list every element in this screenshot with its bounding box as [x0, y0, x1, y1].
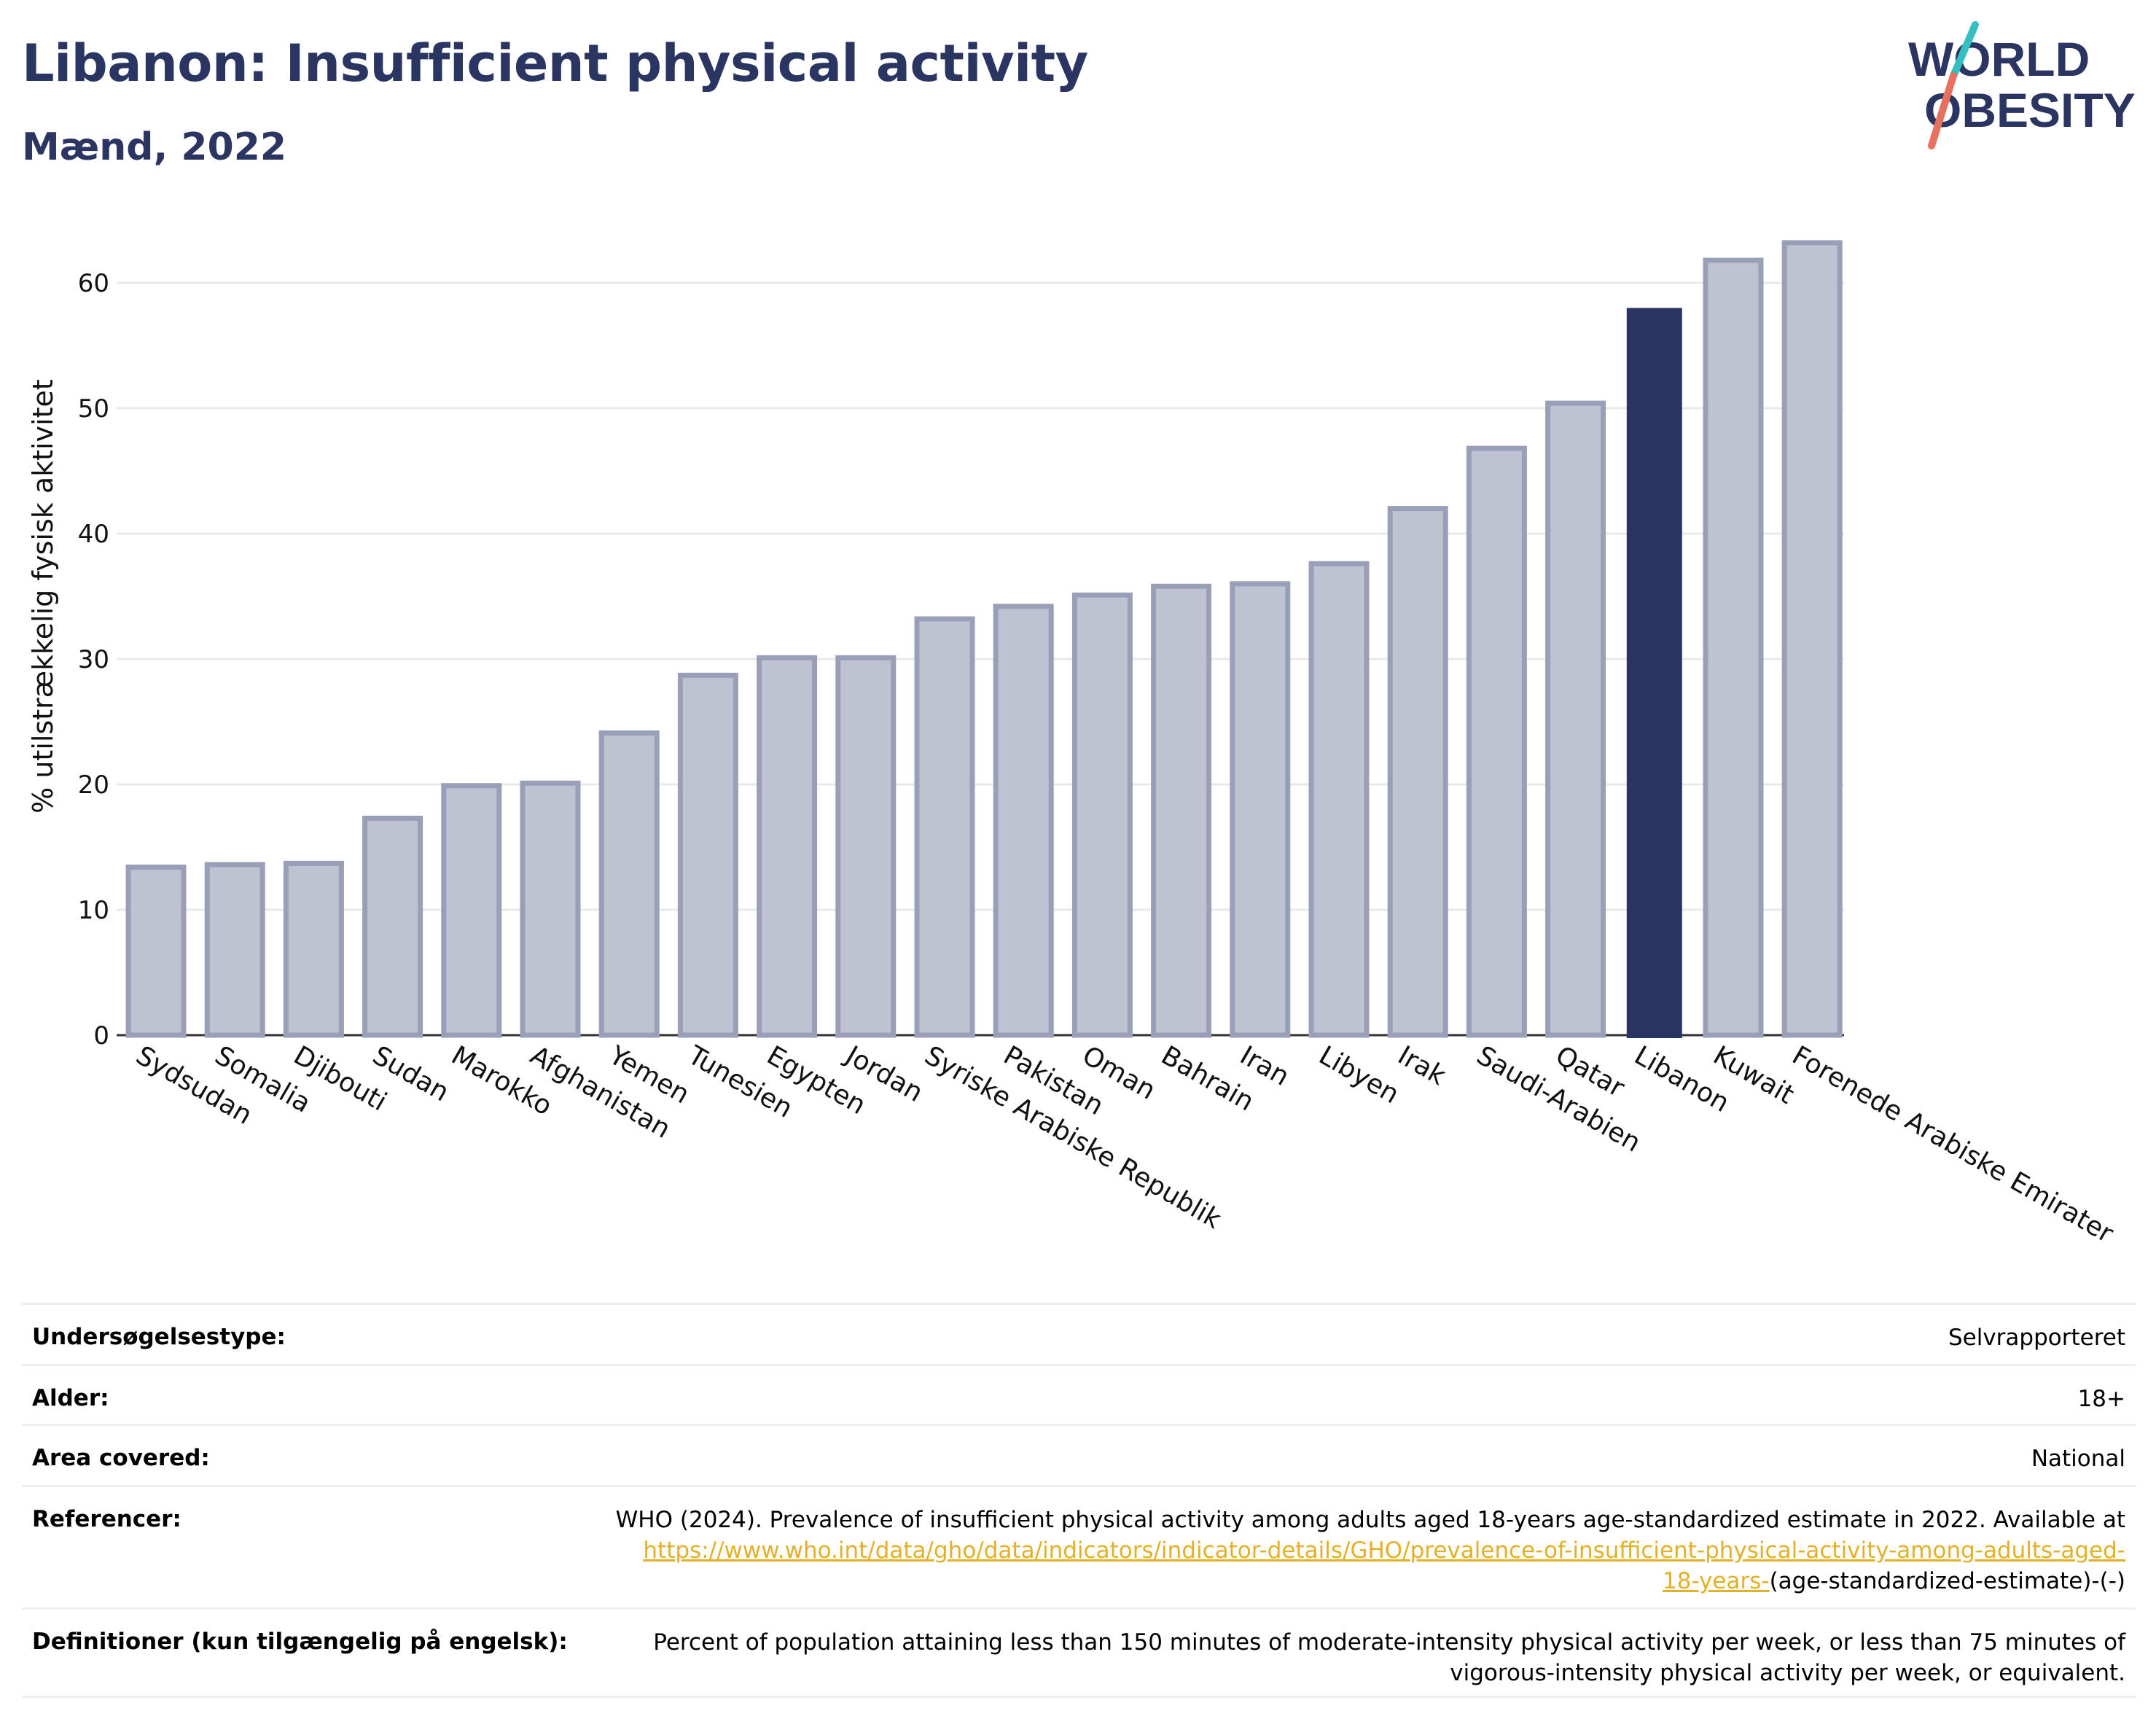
bar-highlighted: [1626, 308, 1682, 1038]
page-title: Libanon: Insufficient physical activity: [22, 34, 1088, 93]
reference-tail: (age-standardized-estimate)-(-): [1769, 1568, 2125, 1594]
bar: [441, 783, 502, 1038]
bar: [283, 860, 344, 1038]
area-label: Area covered:: [32, 1445, 210, 1471]
y-tick-label: 60: [78, 269, 109, 298]
bar: [125, 865, 187, 1038]
info-row-references: Referencer: WHO (2024). Prevalence of in…: [22, 1485, 2136, 1607]
y-axis-label: % utilstrækkelig fysisk aktivitet: [27, 379, 59, 814]
y-tick-label: 50: [78, 394, 109, 424]
age-label: Alder:: [32, 1385, 109, 1411]
y-tick-label: 10: [78, 896, 109, 925]
bar: [520, 780, 581, 1038]
x-category-label: Forenede Arabiske Emirater: [1787, 1040, 2119, 1249]
bar: [914, 616, 975, 1038]
bar: [598, 730, 660, 1038]
info-row-definitions: Definitioner (kun tilgængelig på engelsk…: [22, 1607, 2136, 1698]
x-category-labels: SydsudanSomaliaDjiboutiSudanMarokkoAfgha…: [131, 1040, 2119, 1249]
logo-slash-red: [1928, 72, 1957, 149]
y-tick-label: 0: [93, 1021, 109, 1050]
bar: [1781, 240, 1843, 1038]
bar: [1545, 400, 1606, 1038]
age-value: 18+: [2077, 1386, 2125, 1412]
bar: [1703, 257, 1764, 1038]
info-row-area: Area covered: National: [22, 1424, 2136, 1485]
logo-line-1: WORLD: [1908, 32, 2090, 86]
y-tick-labels: 0 10 20 30 40 50 60: [78, 269, 109, 1050]
definitions-label: Definitioner (kun tilgængelig på engelsk…: [32, 1629, 568, 1655]
y-tick-label: 20: [78, 771, 109, 800]
references-value: WHO (2024). Prevalence of insufficient p…: [609, 1505, 2125, 1596]
x-category-label: Libyen: [1314, 1040, 1405, 1110]
bar: [204, 862, 265, 1038]
bar: [677, 672, 738, 1038]
bar: [1387, 506, 1448, 1038]
bar: [1308, 561, 1370, 1038]
world-obesity-logo: WORLD OBESITY: [1908, 21, 2136, 149]
bar: [1071, 592, 1133, 1038]
y-tick-label: 40: [78, 520, 109, 549]
bar: [757, 655, 818, 1038]
definitions-value: Percent of population attaining less tha…: [653, 1629, 2125, 1686]
area-value: National: [2031, 1446, 2125, 1472]
bar: [993, 604, 1054, 1038]
info-row-survey: Undersøgelsestype: Selvrapporteret: [22, 1303, 2136, 1364]
bars: [125, 240, 1843, 1038]
references-label: Referencer:: [32, 1506, 181, 1532]
reference-text: WHO (2024). Prevalence of insufficient p…: [615, 1507, 2125, 1533]
logo-line-2: OBESITY: [1924, 83, 2136, 137]
page-subtitle: Mænd, 2022: [22, 125, 287, 169]
bar: [1230, 581, 1291, 1038]
bar: [1466, 445, 1527, 1038]
y-tick-label: 30: [78, 645, 109, 674]
bar-chart: 0 10 20 30 40 50 60 SydsudanSomaliaDjiboutiSud…: [27, 240, 2119, 1249]
reference-link[interactable]: https://www.who.int/data/gho/data/indica…: [643, 1537, 2125, 1594]
survey-type-value: Selvrapporteret: [1948, 1325, 2125, 1351]
info-row-age: Alder: 18+: [22, 1364, 2136, 1424]
survey-type-label: Undersøgelsestype:: [32, 1324, 286, 1350]
bar: [835, 655, 897, 1038]
logo-slash-teal: [1950, 21, 1979, 79]
bar: [1151, 583, 1212, 1038]
info-table: Undersøgelsestype: Selvrapporteret Alder…: [22, 1303, 2136, 1698]
bar: [362, 815, 423, 1038]
